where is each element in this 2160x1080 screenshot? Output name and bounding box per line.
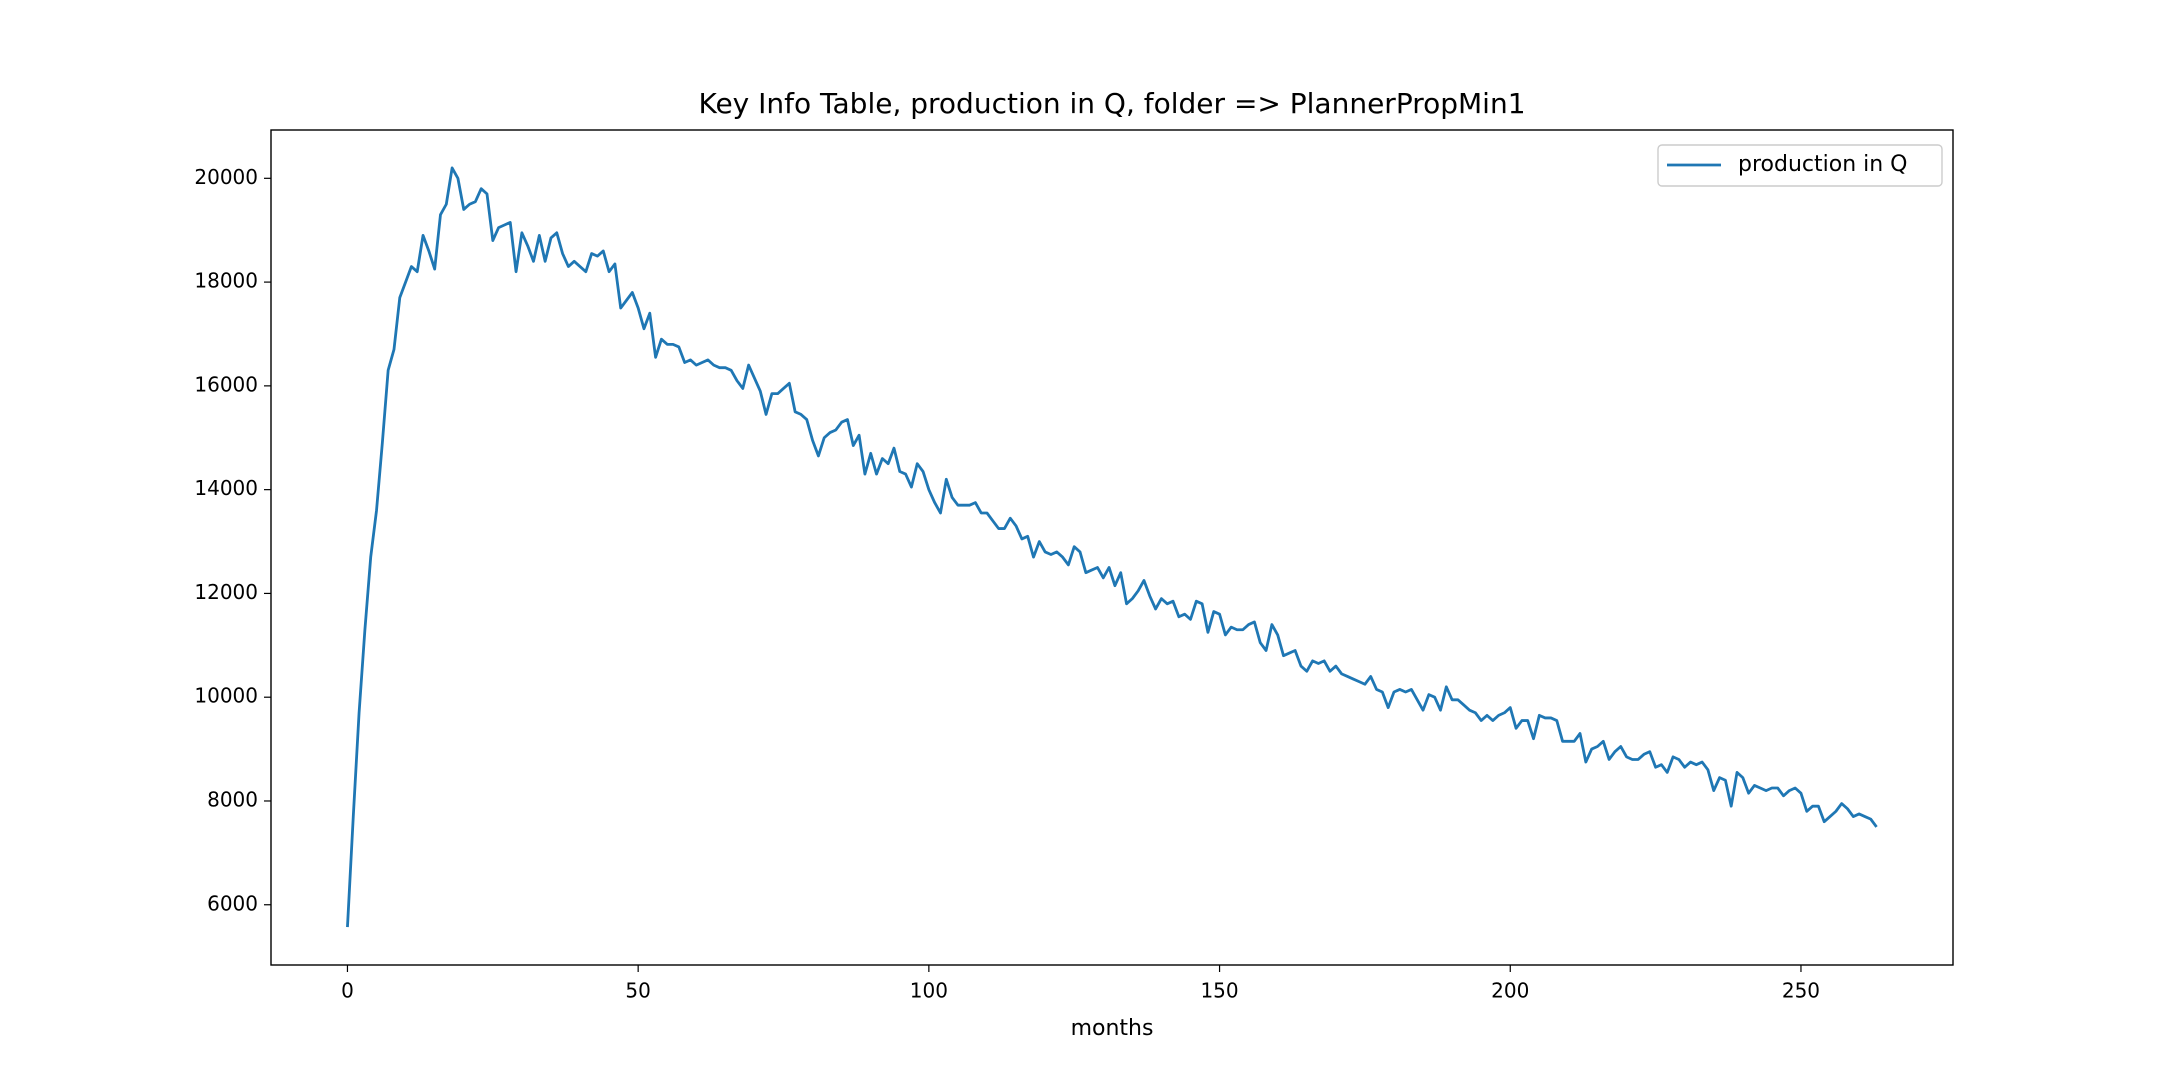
data-line (346, 166, 1878, 928)
y-tick-label: 18000 (194, 269, 258, 293)
plot-frame (270, 129, 1954, 966)
y-tick-label: 10000 (194, 684, 258, 708)
y-tick-label: 20000 (194, 165, 258, 189)
y-tick-label: 16000 (194, 372, 258, 396)
x-tick-label: 200 (1491, 979, 1529, 1003)
x-tick-label: 100 (910, 979, 948, 1003)
x-axis-label: months (1071, 1016, 1154, 1041)
legend-box (1657, 144, 1943, 187)
x-tick-label: 0 (341, 979, 354, 1003)
x-tick-label: 50 (625, 979, 650, 1003)
chart-title: Key Info Table, production in Q, folder … (698, 87, 1525, 120)
y-tick-label: 6000 (207, 891, 258, 915)
y-tick-label: 8000 (207, 787, 258, 811)
legend-label: production in Q (1738, 152, 1908, 177)
x-tick-label: 250 (1782, 979, 1820, 1003)
y-tick-label: 14000 (194, 476, 258, 500)
x-tick-label: 150 (1200, 979, 1238, 1003)
y-tick-label: 12000 (194, 580, 258, 604)
